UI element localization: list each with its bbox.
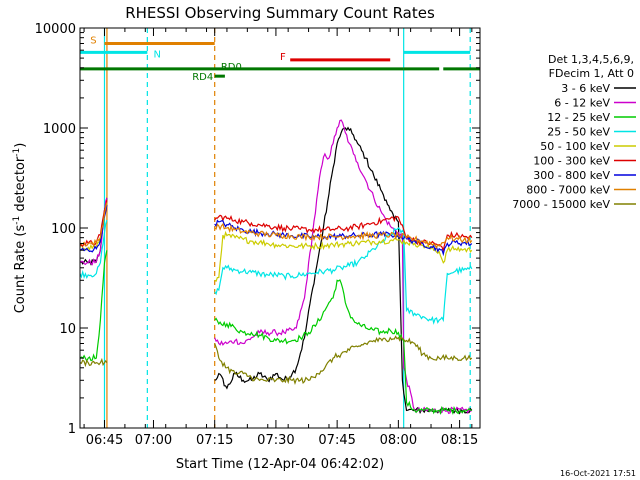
legend-entry-label-5: 100 - 300 keV — [533, 155, 610, 168]
y-tick-label-1: 10 — [59, 322, 76, 337]
x-tick-label-1: 07:00 — [135, 433, 172, 448]
legend-entry-label-0: 3 - 6 keV — [561, 82, 610, 95]
y-axis-label-sup1: -1 — [12, 216, 22, 225]
legend: Det 1,3,4,5,6,9,FDecim 1, Att 0 3 - 6 keV… — [512, 53, 636, 211]
chart-title: RHESSI Observing Summary Count Rates — [125, 4, 435, 22]
y-axis-label-mid: detector — [13, 156, 28, 216]
y-tick-label-0: 1 — [68, 422, 76, 437]
legend-entry-label-3: 25 - 50 keV — [547, 126, 610, 139]
legend-header-1: Det 1,3,4,5,6,9, — [548, 53, 634, 66]
series-line-7 — [80, 202, 473, 249]
vertical-markers — [103, 28, 471, 428]
y-tick-label-4: 10000 — [35, 22, 76, 37]
legend-entry-label-4: 50 - 100 keV — [540, 140, 610, 153]
x-tick-label-3: 07:30 — [257, 433, 294, 448]
y-tick-label-3: 1000 — [43, 122, 76, 137]
axes: 1 10 100 1000 10000 06:45 07:00 07:15 07:30 07:45… — [35, 22, 481, 448]
flag-label-1: N — [153, 49, 160, 60]
series-line-8 — [79, 335, 473, 385]
legend-entry-label-1: 6 - 12 keV — [554, 97, 610, 110]
series-line-2 — [79, 250, 472, 415]
x-tick-label-4: 07:45 — [318, 433, 355, 448]
legend-entry-label-2: 12 - 25 keV — [547, 111, 610, 124]
flag-label-2: F — [280, 52, 286, 63]
series-line-3 — [79, 219, 473, 325]
series-lines — [79, 119, 473, 415]
y-axis-label: Count Rate (s-1 detector-1) — [12, 143, 28, 314]
y-axis-label-sup2: -1 — [12, 148, 22, 157]
footer-timestamp: 16-Oct-2021 17:51 — [560, 469, 636, 478]
legend-entry-label-7: 800 - 7000 keV — [526, 184, 610, 197]
x-tick-label-5: 08:00 — [380, 433, 417, 448]
legend-entry-label-8: 7000 - 15000 keV — [512, 198, 610, 211]
flag-label-4: RD4 — [192, 72, 213, 83]
x-tick-label-2: 07:15 — [196, 433, 233, 448]
x-tick-label-6: 08:15 — [441, 433, 478, 448]
y-axis-label-end: ) — [13, 143, 28, 148]
legend-header-2: FDecim 1, Att 0 — [549, 67, 634, 80]
x-tick-label-0: 06:45 — [86, 433, 123, 448]
legend-entry-label-6: 300 - 800 keV — [533, 169, 610, 182]
y-tick-label-2: 100 — [51, 222, 76, 237]
flag-label-0: S — [90, 35, 96, 46]
flag-bars: S N F RD0 RD4 — [80, 35, 480, 83]
y-axis-label-main: Count Rate (s — [13, 225, 28, 314]
x-axis-label: Start Time (12-Apr-04 06:42:02) — [176, 457, 384, 472]
flag-label-3: RD0 — [221, 62, 242, 73]
